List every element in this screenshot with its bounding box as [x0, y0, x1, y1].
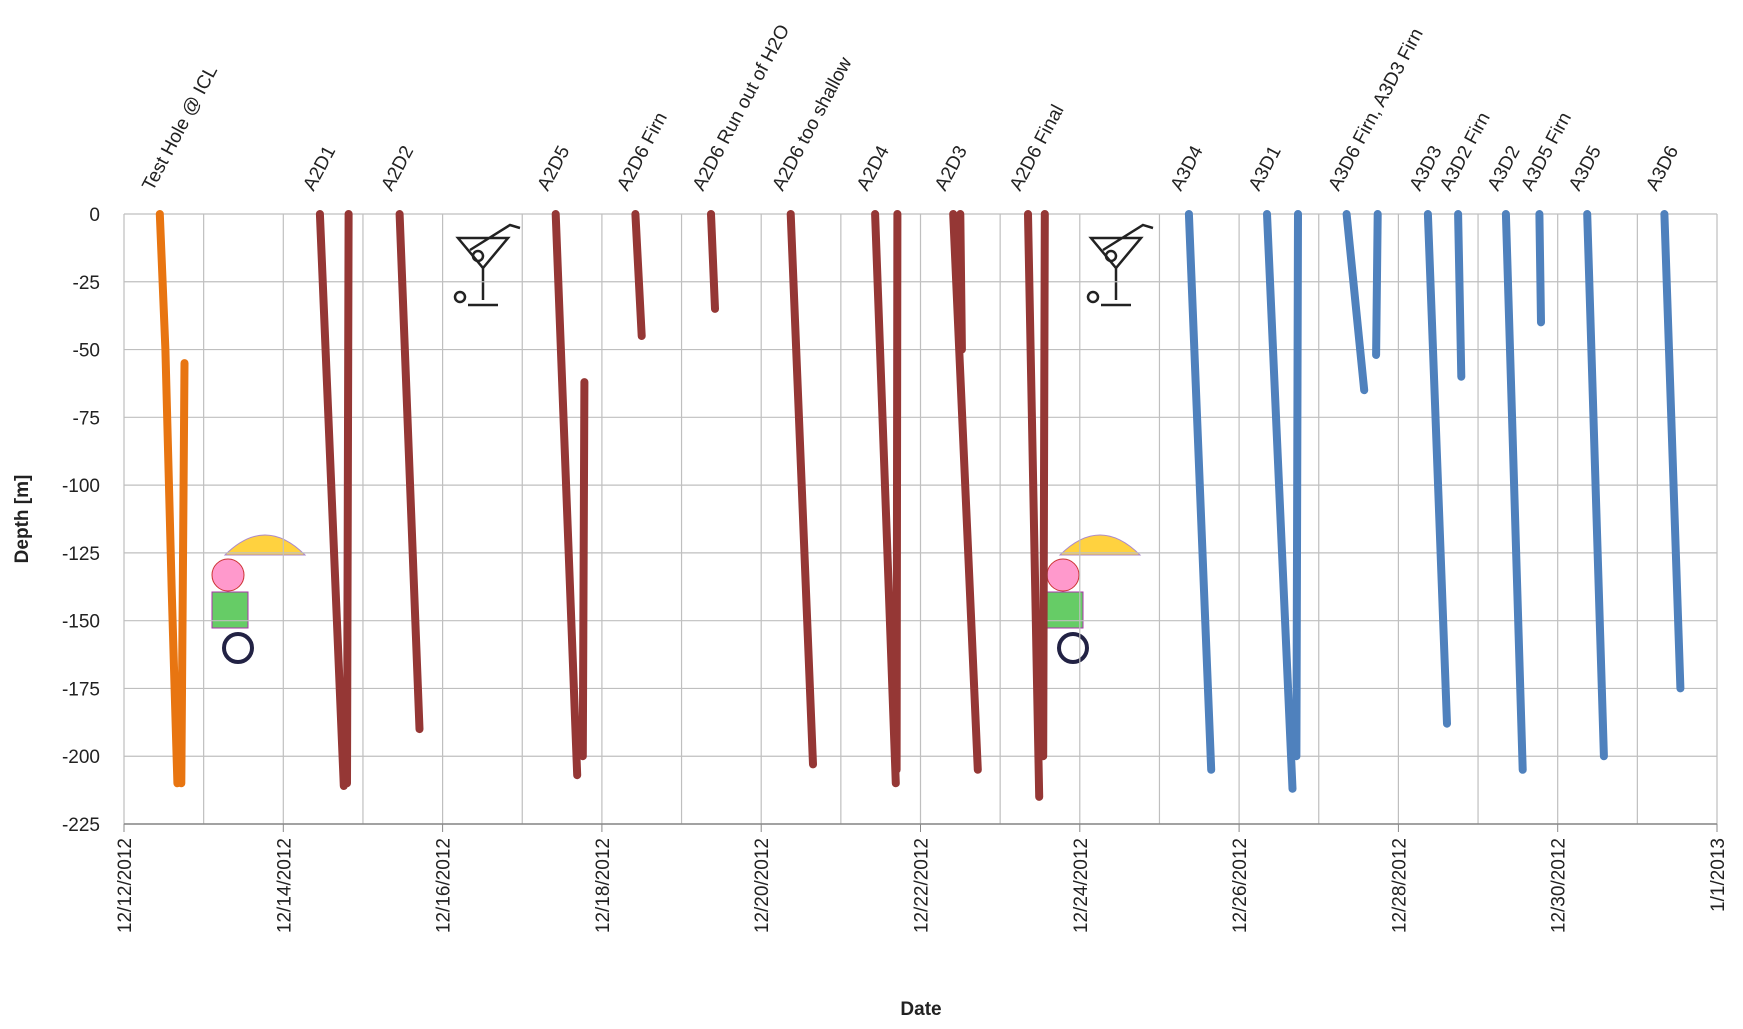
annotation: A2D2	[377, 143, 418, 195]
x-tick-label: 12/14/2012	[274, 838, 295, 933]
y-tick-label: -100	[62, 476, 100, 497]
depth-trace	[320, 214, 1045, 797]
annotation: A2D1	[299, 143, 340, 195]
x-tick-label: 12/28/2012	[1389, 838, 1410, 933]
y-axis-title: Depth [m]	[12, 475, 33, 564]
annotation: A3D6	[1642, 143, 1683, 195]
x-tick-label: 12/18/2012	[593, 838, 614, 933]
annotation: Test Hole @ ICL	[139, 62, 223, 194]
depth-trace	[160, 214, 185, 783]
x-tick-label: 12/16/2012	[434, 838, 455, 933]
annotation: A3D6 Firn, A3D3 Firn	[1325, 25, 1428, 194]
x-tick-label: 12/24/2012	[1071, 838, 1092, 933]
annotation: A2D3	[931, 143, 972, 195]
depth-trace	[1189, 214, 1681, 789]
y-tick-label: -125	[62, 544, 100, 565]
x-tick-label: 12/22/2012	[912, 838, 933, 933]
annotation: A2D6 Final	[1006, 101, 1069, 194]
y-tick-label: -225	[62, 815, 100, 836]
y-tick-label: -75	[73, 408, 100, 429]
annotation: A2D4	[853, 142, 894, 194]
annotation: A2D6 Firn	[613, 109, 672, 194]
annotation: A3D1	[1245, 143, 1286, 195]
annotation: A3D5	[1565, 143, 1606, 195]
x-tick-label: 12/12/2012	[115, 838, 136, 933]
y-tick-label: -25	[73, 273, 100, 294]
clown-icon	[1047, 535, 1140, 662]
y-tick-label: -200	[62, 747, 100, 768]
x-tick-label: 12/30/2012	[1549, 838, 1570, 933]
martini-icon	[1088, 225, 1153, 305]
y-tick-label: 0	[89, 205, 100, 226]
chart: Depth [m] Date 0 -25 -50 -75 -100 -125 -150 -17…	[0, 0, 1743, 1029]
y-tick-label: -50	[73, 341, 100, 362]
clown-icon	[212, 535, 305, 662]
annotation: A2D6 too shallow	[769, 54, 857, 195]
plot: 0 -25 -50 -75 -100 -125 -150 -175 -200 -225 12/12/…	[62, 21, 1729, 933]
x-tick-label: 12/20/2012	[752, 838, 773, 933]
annotation: A2D5	[534, 143, 575, 195]
x-tick-label: 1/1/2013	[1708, 838, 1729, 912]
annotation: A3D4	[1167, 142, 1208, 194]
y-tick-label: -150	[62, 612, 100, 633]
x-tick-label: 12/26/2012	[1230, 838, 1251, 933]
annotation: A3D2	[1484, 143, 1525, 195]
martini-icon	[455, 225, 520, 305]
y-tick-label: -175	[62, 679, 100, 700]
x-axis-title: Date	[900, 999, 941, 1020]
